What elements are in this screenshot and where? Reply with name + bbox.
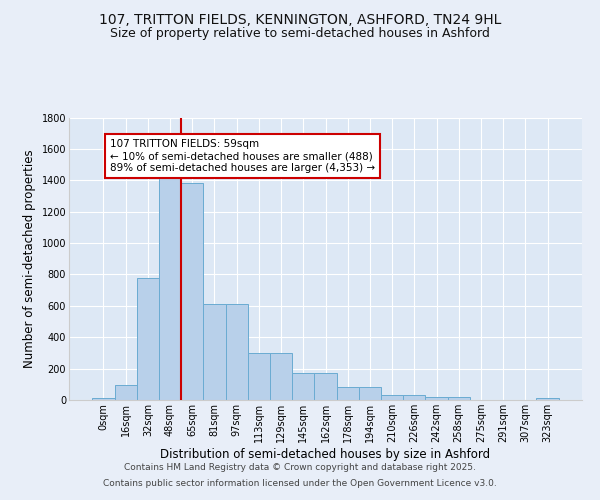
- Bar: [381, 396, 403, 400]
- Bar: [270, 353, 292, 400]
- X-axis label: Distribution of semi-detached houses by size in Ashford: Distribution of semi-detached houses by …: [160, 448, 491, 461]
- Bar: [115, 385, 137, 400]
- Bar: [292, 372, 314, 400]
- Bar: [448, 397, 470, 400]
- Text: Size of property relative to semi-detached houses in Ashford: Size of property relative to semi-detach…: [110, 28, 490, 40]
- Text: 107, TRITTON FIELDS, KENNINGTON, ASHFORD, TN24 9HL: 107, TRITTON FIELDS, KENNINGTON, ASHFORD…: [99, 12, 501, 26]
- Bar: [314, 372, 337, 400]
- Bar: [248, 353, 270, 400]
- Bar: [181, 182, 203, 400]
- Text: 107 TRITTON FIELDS: 59sqm
← 10% of semi-detached houses are smaller (488)
89% of: 107 TRITTON FIELDS: 59sqm ← 10% of semi-…: [110, 140, 375, 172]
- Bar: [403, 396, 425, 400]
- Bar: [536, 398, 559, 400]
- Bar: [137, 278, 159, 400]
- Y-axis label: Number of semi-detached properties: Number of semi-detached properties: [23, 150, 36, 368]
- Text: Contains public sector information licensed under the Open Government Licence v3: Contains public sector information licen…: [103, 478, 497, 488]
- Bar: [226, 304, 248, 400]
- Bar: [159, 173, 181, 400]
- Text: Contains HM Land Registry data © Crown copyright and database right 2025.: Contains HM Land Registry data © Crown c…: [124, 464, 476, 472]
- Bar: [92, 398, 115, 400]
- Bar: [203, 304, 226, 400]
- Bar: [337, 388, 359, 400]
- Bar: [425, 397, 448, 400]
- Bar: [359, 388, 381, 400]
